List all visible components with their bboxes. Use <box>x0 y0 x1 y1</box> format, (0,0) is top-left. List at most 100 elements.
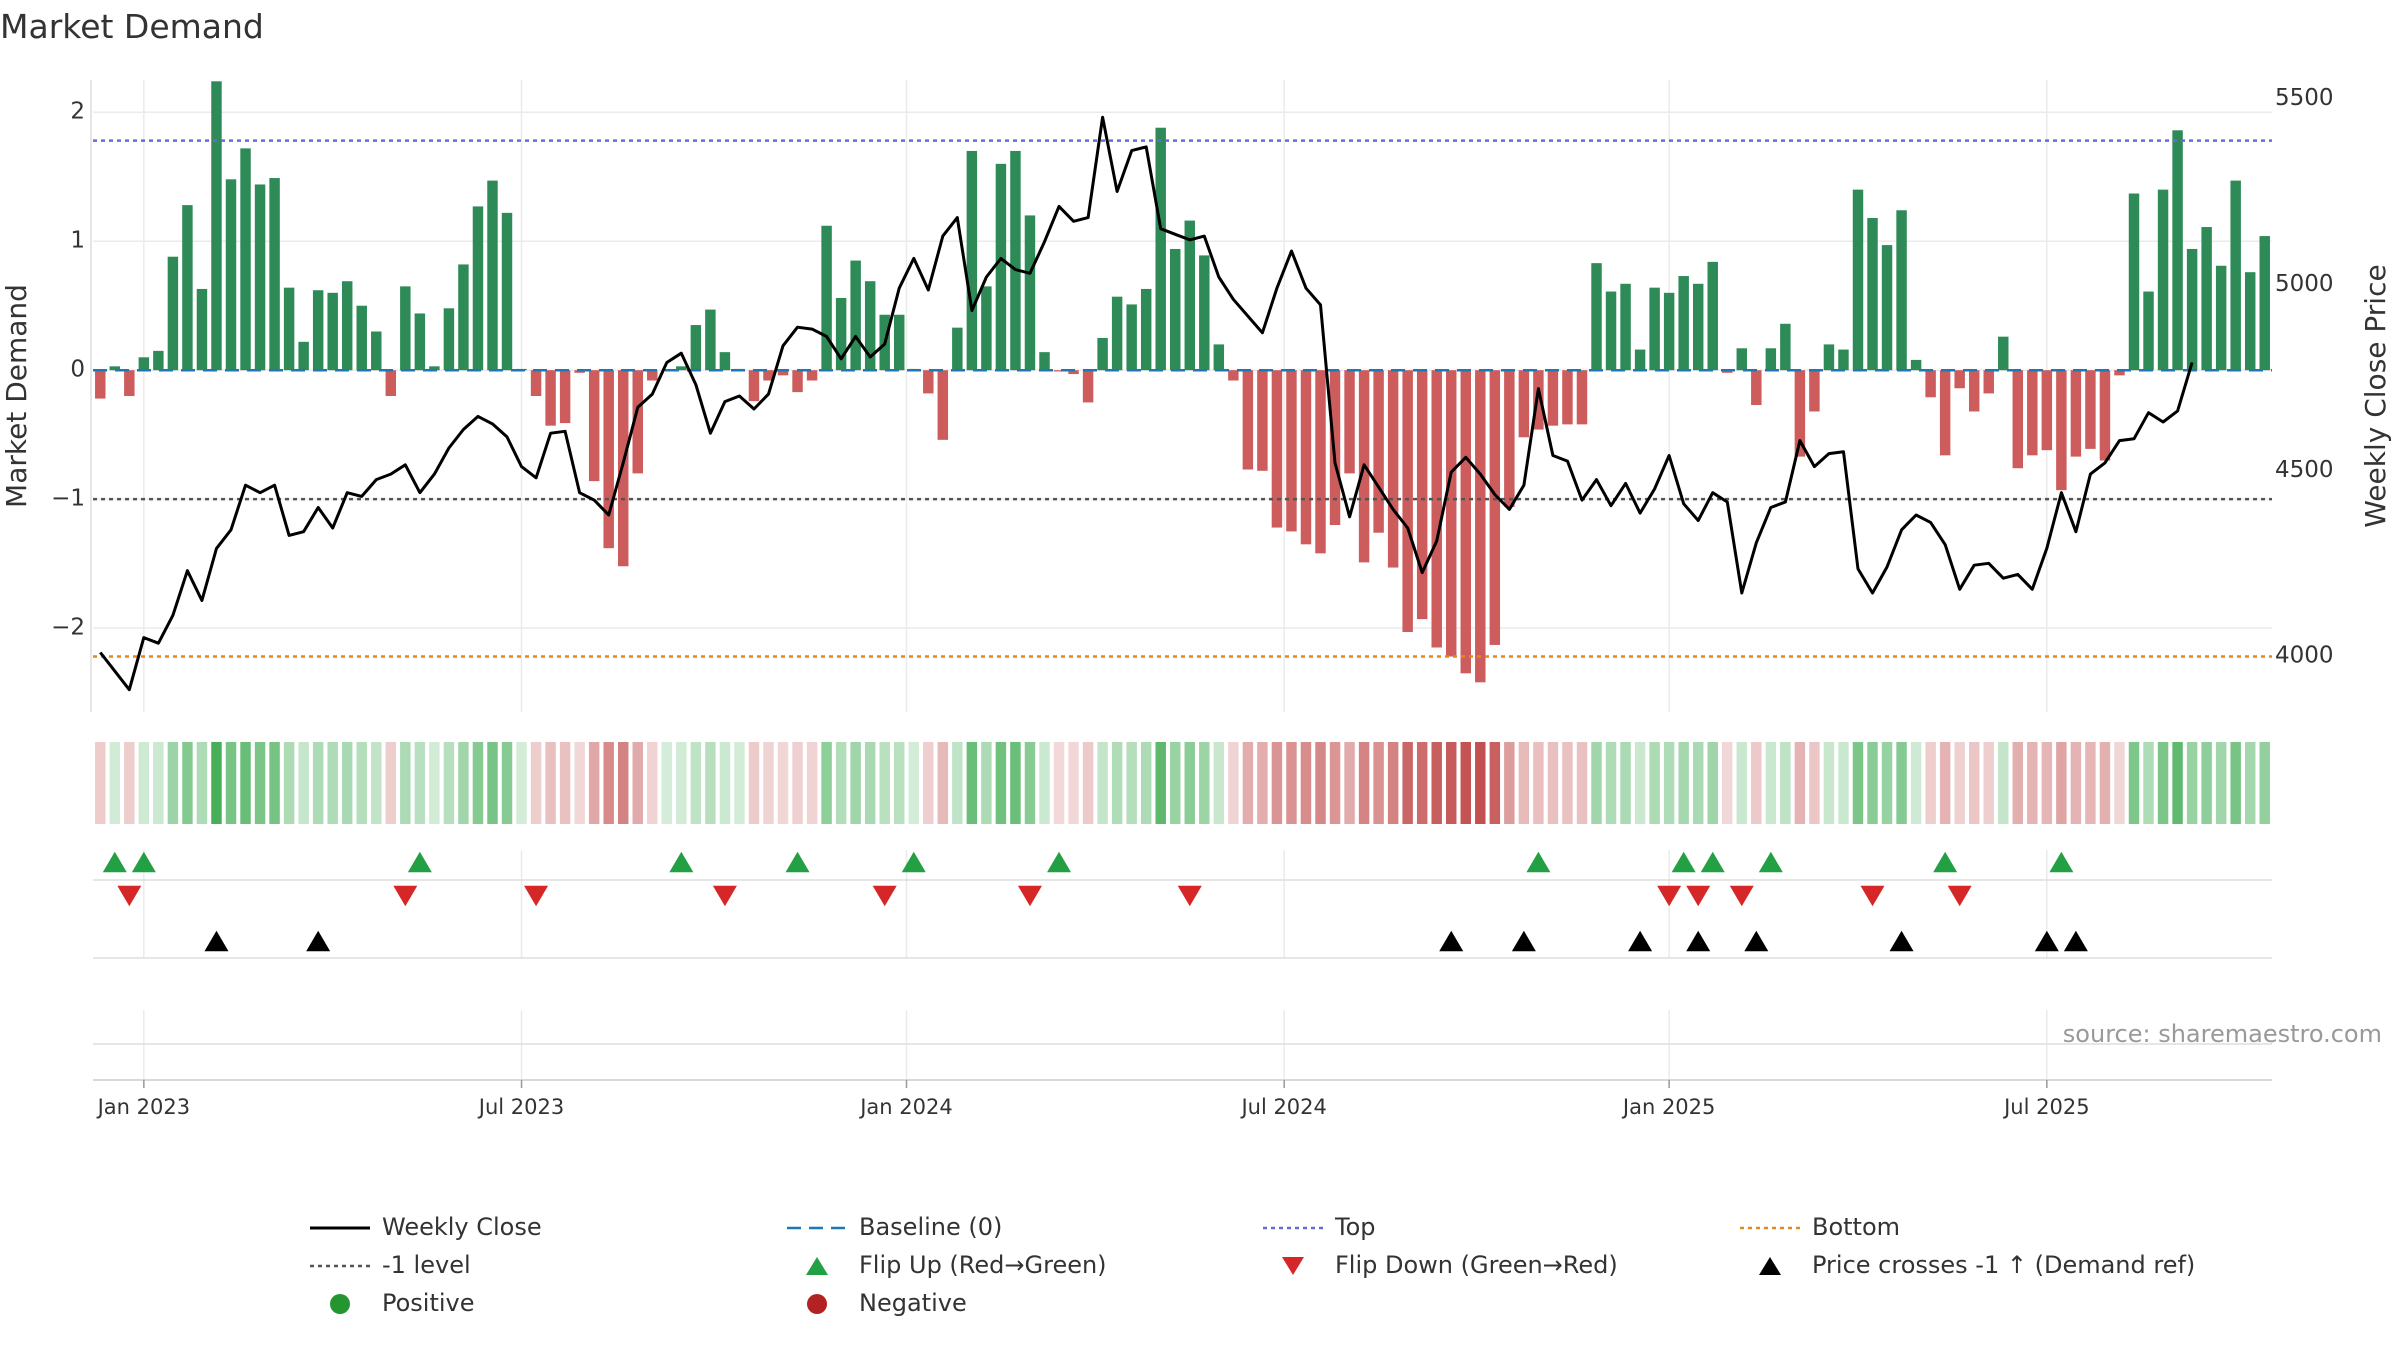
heat-cell-57 <box>923 742 934 824</box>
demand-bar-120 <box>1838 349 1849 371</box>
heat-cell-115 <box>1765 742 1777 824</box>
demand-bar-135 <box>2056 370 2067 491</box>
demand-bar-42 <box>705 309 716 371</box>
demand-bar-109 <box>1678 276 1689 371</box>
heat-cell-102 <box>1576 742 1588 824</box>
heat-cell-35 <box>603 742 614 824</box>
heat-cell-5 <box>167 742 179 824</box>
demand-bar-71 <box>1126 304 1137 371</box>
demand-bar-57 <box>923 370 934 394</box>
heat-cell-106 <box>1634 742 1646 824</box>
heat-cell-60 <box>966 742 978 824</box>
heat-cell-33 <box>574 742 585 824</box>
demand-bar-6 <box>182 205 193 371</box>
heat-cell-71 <box>1126 742 1137 824</box>
legend-marker-6 <box>1282 1257 1304 1275</box>
heat-cell-112 <box>1722 742 1733 824</box>
demand-bar-90 <box>1402 370 1413 633</box>
demand-bar-102 <box>1576 370 1588 425</box>
demand-bar-92 <box>1431 370 1442 648</box>
legend-label-6: Flip Down (Green→Red) <box>1335 1251 1618 1279</box>
heat-cell-1 <box>109 742 121 824</box>
heat-cell-98 <box>1518 742 1530 824</box>
demand-bar-52 <box>850 260 861 371</box>
demand-bar-66 <box>1053 370 1065 372</box>
flip-down-marker-2 <box>524 885 549 907</box>
heat-cell-49 <box>806 742 818 824</box>
heat-cell-133 <box>2027 742 2038 824</box>
y-left-tick-label-4: −2 <box>51 615 85 641</box>
demand-bar-0 <box>95 370 106 399</box>
demand-bar-8 <box>211 81 222 371</box>
flip-up-marker-1 <box>131 851 156 873</box>
demand-bar-100 <box>1547 370 1559 426</box>
demand-bar-2 <box>124 370 135 396</box>
demand-bar-84 <box>1315 370 1326 554</box>
flip-down-marker-4 <box>872 885 897 907</box>
price-cross-marker-4 <box>1628 930 1653 952</box>
legend-label-0: Weekly Close <box>382 1213 542 1241</box>
demand-bar-110 <box>1692 283 1704 371</box>
heat-cell-25 <box>458 742 469 824</box>
demand-bar-26 <box>472 206 484 371</box>
heat-cell-125 <box>1910 742 1922 824</box>
y-left-tick-label-1: 1 <box>70 228 85 254</box>
legend-item-1: Baseline (0) <box>787 1213 1002 1241</box>
heat-cell-127 <box>1939 742 1951 824</box>
legend-label-5: Flip Up (Red→Green) <box>859 1251 1107 1279</box>
y-right-tick-label-1: 5000 <box>2275 271 2334 297</box>
heat-cell-47 <box>777 742 789 824</box>
demand-bar-122 <box>1867 218 1878 371</box>
demand-bar-25 <box>458 264 469 371</box>
heat-cell-143 <box>2172 742 2183 824</box>
demand-bar-104 <box>1605 291 1617 371</box>
heat-cell-109 <box>1678 742 1689 824</box>
price-cross-marker-8 <box>2034 930 2059 952</box>
heat-cell-68 <box>1082 742 1094 824</box>
demand-bar-32 <box>559 370 571 424</box>
demand-bar-24 <box>443 308 455 371</box>
demand-bar-113 <box>1736 348 1748 371</box>
demand-bar-38 <box>647 370 658 381</box>
demand-bar-121 <box>1852 189 1864 371</box>
flip-up-marker-12 <box>2049 851 2074 873</box>
flip-up-marker-7 <box>1526 851 1551 873</box>
heat-cell-4 <box>153 742 164 824</box>
demand-bar-72 <box>1140 288 1152 371</box>
legend-label-3: Bottom <box>1812 1213 1900 1241</box>
demand-bar-5 <box>167 256 179 371</box>
heat-cell-13 <box>283 742 295 824</box>
heat-cell-146 <box>2215 742 2227 824</box>
demand-bar-62 <box>995 163 1007 371</box>
demand-bar-124 <box>1896 210 1907 371</box>
demand-bar-98 <box>1518 370 1530 438</box>
demand-bar-130 <box>1983 370 1994 394</box>
demand-bar-28 <box>501 212 513 371</box>
heat-cell-90 <box>1402 742 1413 824</box>
heat-cell-36 <box>617 742 629 824</box>
heat-cell-140 <box>2128 742 2140 824</box>
heat-cell-77 <box>1213 742 1225 824</box>
demand-bar-9 <box>225 179 237 371</box>
y-left-axis-label: Market Demand <box>0 284 33 508</box>
demand-bar-108 <box>1663 292 1675 371</box>
y-right-tick-label-0: 5500 <box>2275 85 2334 111</box>
legend-item-3: Bottom <box>1740 1213 1900 1241</box>
heat-cell-99 <box>1533 742 1544 824</box>
flip-down-marker-11 <box>1947 885 1972 907</box>
heat-cell-52 <box>850 742 861 824</box>
demand-bar-96 <box>1489 370 1501 645</box>
demand-bar-97 <box>1504 370 1515 507</box>
legend-marker-5 <box>806 1257 828 1275</box>
demand-bar-81 <box>1271 370 1283 528</box>
demand-bar-115 <box>1765 348 1777 371</box>
demand-bar-65 <box>1039 352 1050 371</box>
heat-cell-56 <box>908 742 919 824</box>
heat-cell-48 <box>792 742 803 824</box>
flip-up-marker-2 <box>407 851 432 873</box>
demand-bar-1 <box>109 366 121 371</box>
demand-bar-103 <box>1591 263 1602 371</box>
heat-cell-42 <box>705 742 716 824</box>
heat-cell-24 <box>443 742 455 824</box>
heat-cell-41 <box>690 742 702 824</box>
